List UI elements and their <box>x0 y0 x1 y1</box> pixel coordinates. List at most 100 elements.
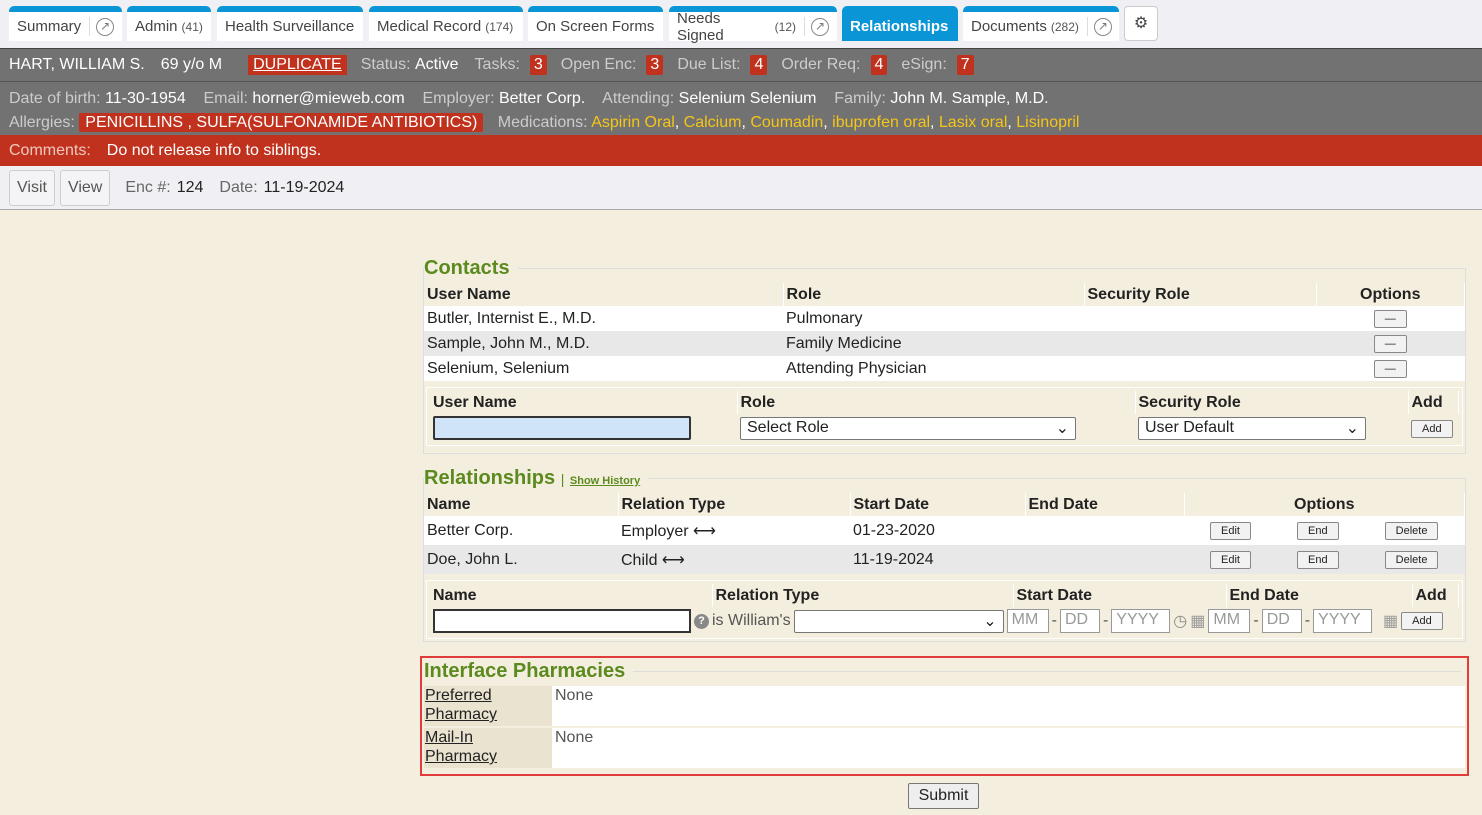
tab-documents[interactable]: Documents (282) ↗ <box>963 6 1119 41</box>
end-month-input[interactable]: MM <box>1208 609 1251 633</box>
status-value: Active <box>414 56 459 73</box>
status-label: Status: <box>360 56 411 73</box>
add-relationship-button[interactable]: Add <box>1401 612 1443 630</box>
clock-icon[interactable]: ◷ <box>1173 613 1188 630</box>
col-header: Role <box>783 283 1085 306</box>
col-header: Options <box>1184 493 1465 516</box>
medication-link[interactable]: Calcium <box>683 114 742 131</box>
pharmacies-title: Interface Pharmacies <box>424 660 634 683</box>
medication-link[interactable]: Lisinopril <box>1016 114 1080 131</box>
edit-button[interactable]: Edit <box>1210 521 1251 540</box>
esign-label: eSign: <box>901 56 947 73</box>
visit-button[interactable]: Visit <box>9 169 55 206</box>
enc-label: Enc #: <box>125 178 171 196</box>
tab-health-surveillance[interactable]: Health Surveillance <box>217 6 363 41</box>
start-day-input[interactable]: DD <box>1059 609 1100 633</box>
start-month-input[interactable]: MM <box>1006 609 1049 633</box>
allergies-label: Allergies: <box>9 114 75 131</box>
start-date: 01-23-2020 <box>850 516 1025 545</box>
security-role-select[interactable]: User Default ⌄ <box>1138 416 1366 440</box>
duplicate-link[interactable]: DUPLICATE <box>248 55 347 75</box>
tab-relationships[interactable]: Relationships <box>842 6 958 41</box>
tasks-label: Tasks: <box>474 56 520 73</box>
col-header: Relation Type <box>618 493 851 516</box>
dob-value: 11-30-1954 <box>105 90 186 107</box>
relation-name-input[interactable] <box>433 609 691 633</box>
tab-count: (12) <box>774 19 796 34</box>
calendar-icon[interactable]: ▦ <box>1383 613 1399 630</box>
open-enc-label: Open Enc: <box>560 56 637 73</box>
relation-type: Child <box>621 551 658 569</box>
comments-text: Do not release info to siblings. <box>106 141 322 159</box>
medication-link[interactable]: Coumadin <box>750 114 824 131</box>
allergies-value: PENICILLINS , SULFA(SULFONAMIDE ANTIBIOT… <box>79 113 484 132</box>
submit-button[interactable]: Submit <box>908 783 979 809</box>
due-list-label: Due List: <box>677 56 741 73</box>
tab-bar: Summary ↗ Admin (41) Health Surveillance M… <box>0 0 1482 49</box>
remove-button[interactable]: — <box>1373 310 1407 328</box>
end-button[interactable]: End <box>1297 550 1339 569</box>
esign-badge[interactable]: 7 <box>956 55 974 75</box>
role: Pulmonary <box>783 306 1084 331</box>
user-name-input[interactable] <box>433 416 691 440</box>
tab-summary[interactable]: Summary ↗ <box>9 6 122 41</box>
tab-label: Documents <box>971 18 1047 35</box>
tab-admin[interactable]: Admin (41) <box>127 6 211 41</box>
tab-on-screen-forms[interactable]: On Screen Forms <box>528 6 663 41</box>
help-icon[interactable]: ? <box>694 613 709 629</box>
mail-in-pharmacy-value: None <box>555 729 594 746</box>
tab-medical-record[interactable]: Medical Record (174) <box>369 6 523 41</box>
family-label: Family: <box>834 90 886 107</box>
tab-needs-signed[interactable]: Needs Signed (12) ↗ <box>669 6 837 44</box>
preferred-pharmacy-link[interactable]: Preferred Pharmacy <box>425 687 498 723</box>
end-day-input[interactable]: DD <box>1261 609 1302 633</box>
date-label: Date: <box>219 178 258 196</box>
due-list-badge[interactable]: 4 <box>750 55 768 75</box>
col-header: Role <box>737 391 1136 414</box>
col-header: End Date <box>1025 493 1185 516</box>
tab-label: Summary <box>17 18 82 35</box>
tasks-badge[interactable]: 3 <box>529 55 547 75</box>
relation-name: Doe, John L. <box>424 545 618 574</box>
relationships-section: Relationships | Show History Name Relatio… <box>423 467 1466 642</box>
attending-value: Selenium Selenium <box>678 90 817 107</box>
delete-button[interactable]: Delete <box>1384 550 1439 569</box>
edit-button[interactable]: Edit <box>1210 550 1251 569</box>
popout-icon[interactable]: ↗ <box>1086 17 1112 36</box>
medication-link[interactable]: Aspirin Oral <box>591 114 675 131</box>
tab-label: Admin <box>135 18 178 35</box>
comments-bar: Comments: Do not release info to siblings… <box>0 135 1482 166</box>
tab-label: Needs Signed <box>677 9 724 44</box>
relation-type-select[interactable]: ⌄ <box>793 609 1004 633</box>
chevron-down-icon: ⌄ <box>1345 420 1359 437</box>
popout-icon[interactable]: ↗ <box>89 17 115 36</box>
remove-button[interactable]: — <box>1373 335 1407 353</box>
preferred-pharmacy-value: None <box>555 687 594 704</box>
mail-in-pharmacy-link[interactable]: Mail-In Pharmacy <box>425 729 498 765</box>
end-year-input[interactable]: YYYY <box>1313 609 1373 633</box>
end-button[interactable]: End <box>1297 521 1339 540</box>
start-year-input[interactable]: YYYY <box>1111 609 1171 633</box>
delete-button[interactable]: Delete <box>1384 521 1439 540</box>
show-history-link[interactable]: Show History <box>569 475 641 487</box>
view-button[interactable]: View <box>59 169 111 206</box>
medication-link[interactable]: ibuprofen oral <box>832 114 931 131</box>
calendar-icon[interactable]: ▦ <box>1190 613 1206 630</box>
add-contact-form: User Name Role Security Role Add Select Rol… <box>426 387 1463 446</box>
settings-gear-icon[interactable]: ⚙ <box>1124 6 1158 41</box>
role: Family Medicine <box>783 331 1084 356</box>
tab-label: On Screen Forms <box>536 18 655 35</box>
attending-label: Attending: <box>602 90 675 107</box>
order-req-badge[interactable]: 4 <box>870 55 888 75</box>
medication-link[interactable]: Lasix oral <box>938 114 1008 131</box>
relation-type: Employer <box>621 522 689 540</box>
contacts-table: User Name Role Security Role Options Butler… <box>424 283 1465 381</box>
col-header: Name <box>424 493 619 516</box>
remove-button[interactable]: — <box>1373 360 1407 378</box>
add-contact-button[interactable]: Add <box>1411 419 1453 438</box>
role-select[interactable]: Select Role ⌄ <box>740 416 1076 440</box>
patient-name: HART, WILLIAM S. <box>9 56 145 73</box>
open-enc-badge[interactable]: 3 <box>646 55 664 75</box>
popout-icon[interactable]: ↗ <box>804 17 829 36</box>
dob-label: Date of birth: <box>9 90 101 107</box>
